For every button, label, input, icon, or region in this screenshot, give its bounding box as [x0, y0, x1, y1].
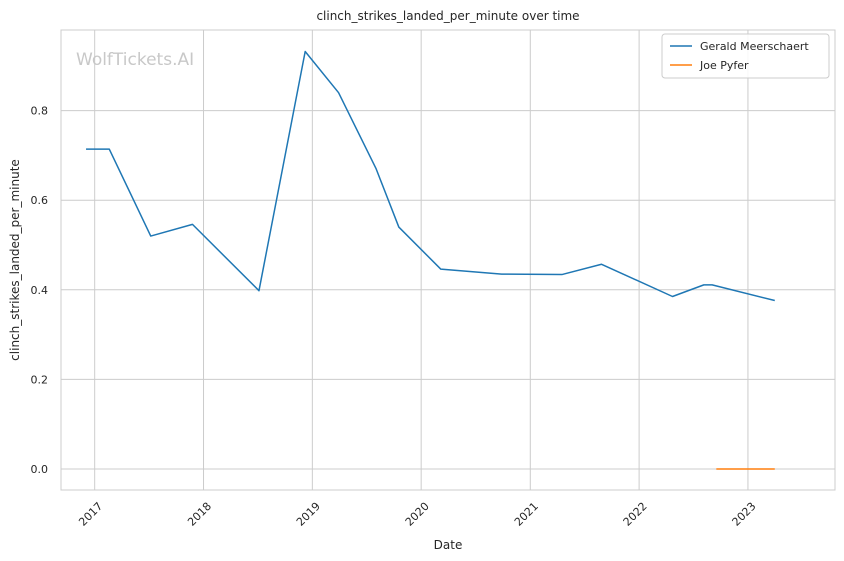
legend-entry-1: Gerald Meerschaert: [700, 40, 809, 53]
y-tick-label: 0.4: [31, 284, 49, 297]
y-tick-labels: 0.0 0.2 0.4 0.6 0.8: [31, 105, 49, 476]
y-tick-label: 0.8: [31, 105, 49, 118]
plot-background: [61, 30, 835, 490]
y-gridlines: [61, 110, 835, 470]
plot-frame: [60, 29, 836, 491]
legend-box: [661, 33, 830, 79]
chart-title: clinch_strikes_landed_per_minute over ti…: [316, 9, 579, 23]
legend-entry-2: Joe Pyfer: [699, 59, 749, 72]
watermark: WolfTickets.AI: [76, 50, 194, 70]
x-axis-label: Date: [434, 538, 463, 552]
y-tick-label: 0.2: [31, 373, 49, 386]
y-tick-label: 0.6: [31, 194, 49, 207]
y-axis-label: clinch_strikes_landed_per_minute: [8, 159, 22, 361]
x-gridlines: [94, 30, 749, 490]
y-tick-label: 0.0: [31, 463, 49, 476]
series-layer: [86, 50, 775, 470]
legend: Gerald Meerschaert Joe Pyfer: [661, 33, 830, 79]
plot-area: WolfTickets.AI: [60, 29, 836, 491]
series-line-1: [86, 50, 775, 302]
